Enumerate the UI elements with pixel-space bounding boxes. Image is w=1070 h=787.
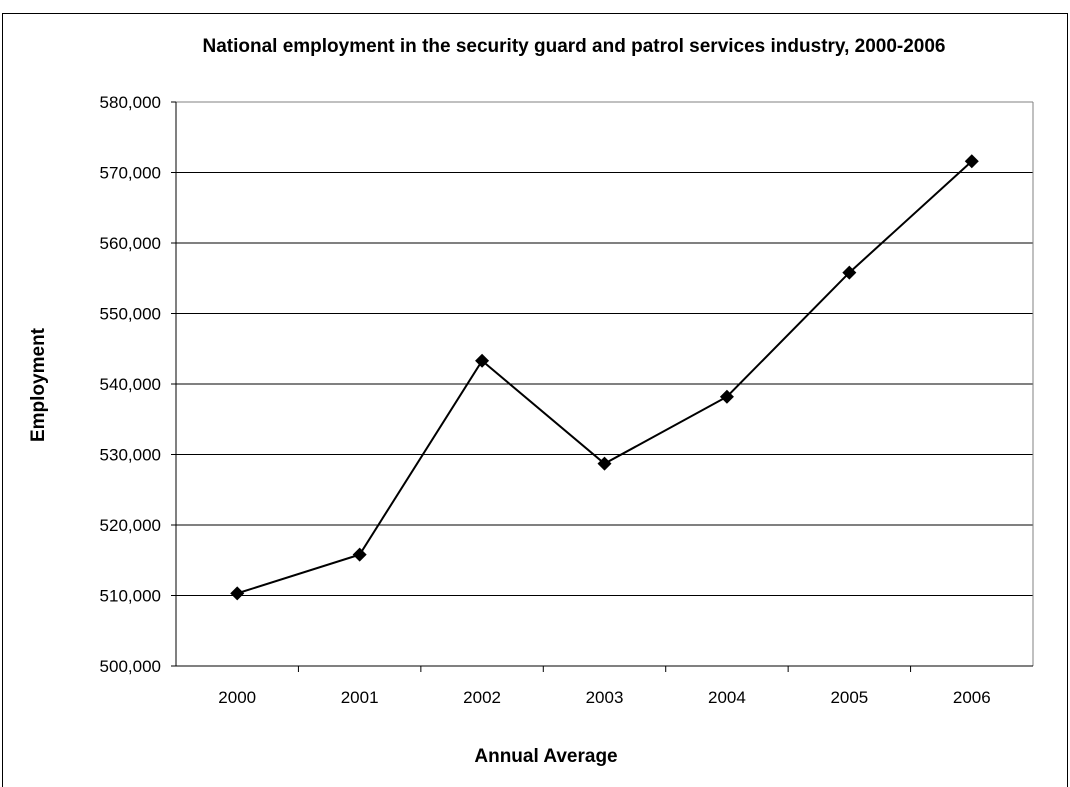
data-point-marker bbox=[842, 265, 857, 280]
y-tick-label: 540,000 bbox=[100, 375, 161, 394]
data-point-marker bbox=[230, 586, 245, 601]
data-point-marker bbox=[597, 456, 612, 471]
y-tick-label: 500,000 bbox=[100, 657, 161, 676]
chart-frame bbox=[2, 13, 1068, 787]
data-point-marker bbox=[352, 547, 367, 562]
x-tick-label: 2000 bbox=[218, 688, 256, 707]
y-tick-label: 570,000 bbox=[100, 164, 161, 183]
x-tick-label: 2006 bbox=[953, 688, 991, 707]
y-axis-title: Employment bbox=[28, 327, 49, 442]
gridlines bbox=[176, 101, 1033, 596]
y-tick-label: 550,000 bbox=[100, 305, 161, 324]
x-tick-label: 2004 bbox=[708, 688, 746, 707]
y-tick-label: 510,000 bbox=[100, 587, 161, 606]
x-axis-title: Annual Average bbox=[474, 746, 617, 767]
x-tick-label: 2005 bbox=[830, 688, 868, 707]
axes bbox=[171, 101, 1034, 672]
y-tick-label: 520,000 bbox=[100, 516, 161, 535]
x-tick-label: 2001 bbox=[341, 688, 379, 707]
data-point-marker bbox=[964, 154, 979, 169]
tick-labels: 500,000 510,000 520,000 530,000 540,000 550,0… bbox=[100, 93, 991, 707]
y-tick-label: 560,000 bbox=[100, 234, 161, 253]
chart-title: National employment in the security guar… bbox=[202, 36, 945, 57]
data-point-marker bbox=[719, 389, 734, 404]
data-series bbox=[230, 154, 979, 601]
data-point-marker bbox=[475, 353, 490, 368]
x-tick-label: 2003 bbox=[586, 688, 624, 707]
x-tick-label: 2002 bbox=[463, 688, 501, 707]
series-line bbox=[236, 160, 973, 595]
y-tick-label: 580,000 bbox=[100, 93, 161, 112]
y-tick-label: 530,000 bbox=[100, 446, 161, 465]
